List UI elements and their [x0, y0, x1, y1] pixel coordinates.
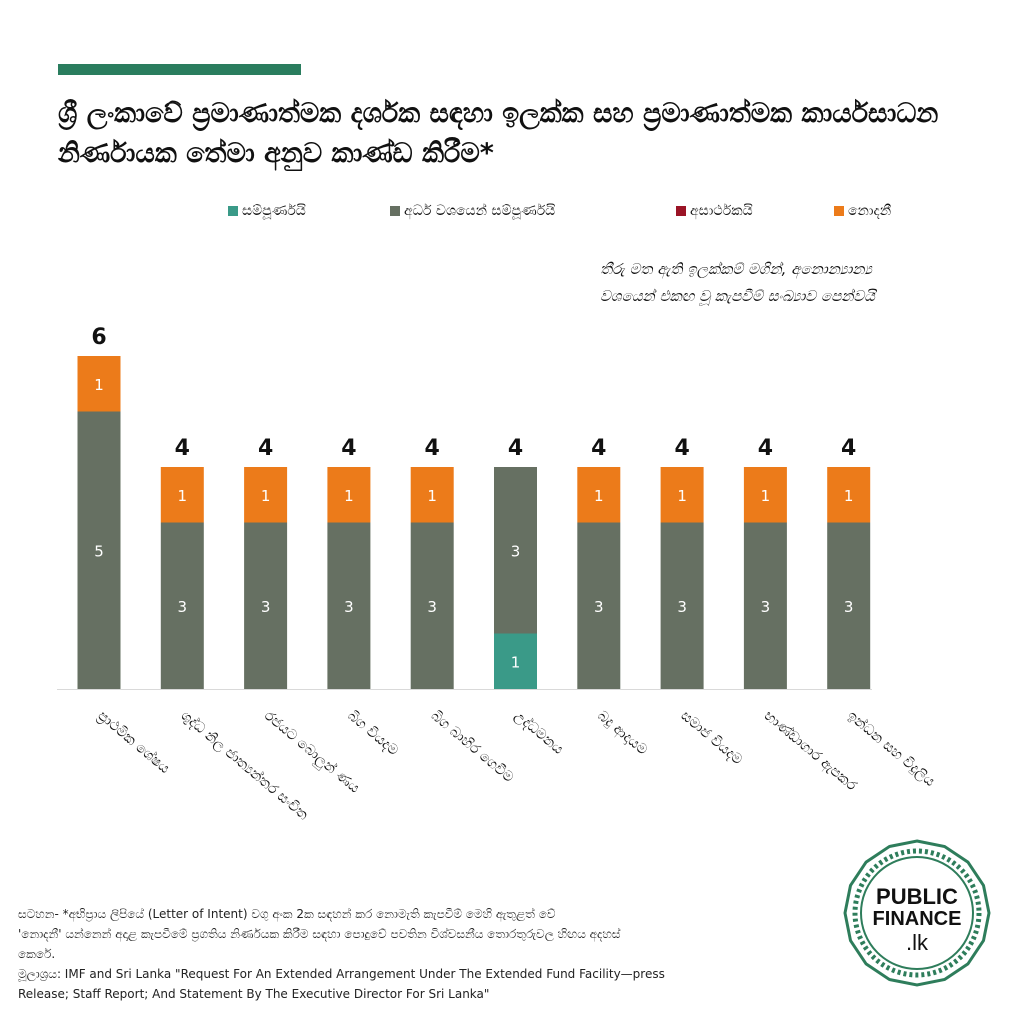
- legend-item-partial: අර්ධ වශයෙන් සම්පූර්ණයි: [390, 203, 555, 219]
- data-label-no_data-3: 1: [344, 487, 354, 505]
- bar-segment-partial-3: [327, 522, 371, 689]
- chart-note-line-2: වශයෙන් එකඟ වූ කැපවීම් සංඛ්‍යාව පෙන්වයි: [600, 287, 875, 305]
- total-label-4: 4: [425, 436, 440, 461]
- bar-segment-partial-5: [494, 467, 537, 634]
- data-label-partial-4: 3: [427, 598, 437, 616]
- data-label-no_data-4: 1: [427, 487, 437, 505]
- page-title: ශ්‍රී ලංකාවේ ප්‍රමාණාත්මක දර්ශක සඳහා ඉලක…: [58, 98, 939, 169]
- x-tick-label-4: බිග බාහිර ගෙවීම: [428, 708, 517, 786]
- data-label-no_data-2: 1: [261, 487, 271, 505]
- x-tick-label-7: සමාජ වියදම: [678, 708, 746, 769]
- x-tick-label-6: බදු ආදායම: [594, 708, 651, 760]
- footer-source-line-1: මූලාශ්‍රය: IMF and Sri Lanka "Request Fo…: [18, 967, 665, 981]
- legend-swatch-complete: [228, 206, 238, 216]
- legend-swatch-partial: [390, 206, 400, 216]
- data-label-no_data-7: 1: [677, 487, 687, 505]
- data-label-no_data-8: 1: [761, 487, 771, 505]
- bar-segment-partial-2: [244, 522, 288, 689]
- public-finance-logo: PUBLIC FINANCE .lk: [843, 839, 991, 987]
- data-label-partial-0: 5: [94, 542, 104, 560]
- data-label-partial-1: 3: [178, 598, 188, 616]
- footer: සටහන- *අභිප්‍රාය ලිපියේ (Letter of Inten…: [18, 904, 808, 1004]
- x-tick-label-8: භාණ්ඩාගාර ඇපකර: [760, 708, 860, 796]
- data-label-partial-2: 3: [261, 598, 271, 616]
- bar-segment-no_data-2: [244, 467, 288, 523]
- data-label-partial-6: 3: [594, 598, 604, 616]
- bar-segment-no_data-0: [77, 356, 121, 412]
- legend-item-no-data: නොදනී: [834, 203, 891, 219]
- x-tick-label-9: ඉන්ධන සහ විදුලිය: [844, 708, 938, 790]
- x-tick-label-0: ප්‍රාථමික ශේෂය: [94, 708, 173, 778]
- total-label-2: 4: [258, 436, 273, 461]
- legend-swatch-no-data: [834, 206, 844, 216]
- logo-outer-ring: [843, 839, 991, 987]
- data-label-partial-8: 3: [761, 598, 771, 616]
- data-label-partial-9: 3: [844, 598, 854, 616]
- data-label-partial-7: 3: [677, 598, 687, 616]
- total-label-9: 4: [841, 436, 856, 461]
- accent-bar: [58, 64, 301, 75]
- data-label-no_data-6: 1: [594, 487, 604, 505]
- legend-label-complete: සම්පූර්ණයි: [242, 203, 306, 219]
- legend-label-partial: අර්ධ වශයෙන් සම්පූර්ණයි: [404, 203, 556, 219]
- legend-item-unsatisfactory: අසාර්ථකයි: [676, 203, 753, 219]
- bar-segment-partial-9: [827, 522, 871, 689]
- bar-segment-partial-7: [660, 522, 704, 689]
- total-label-1: 4: [175, 436, 190, 461]
- data-label-no_data-1: 1: [178, 487, 188, 505]
- data-label-no_data-0: 1: [94, 376, 104, 394]
- total-label-8: 4: [758, 436, 773, 461]
- bar-segment-no_data-6: [577, 467, 621, 523]
- bar-segment-no_data-1: [160, 467, 204, 523]
- legend-item-complete: සම්පූර්ණයි: [228, 203, 306, 219]
- bar-segment-no_data-7: [660, 467, 704, 523]
- data-label-partial-5: 3: [511, 542, 521, 560]
- logo-text-finance: FINANCE: [873, 908, 962, 930]
- data-label-no_data-9: 1: [844, 487, 854, 505]
- total-label-7: 4: [674, 436, 689, 461]
- total-label-3: 4: [341, 436, 356, 461]
- footer-note-line-3: කෙරේ.: [18, 947, 56, 961]
- bar-segment-partial-4: [410, 522, 454, 689]
- bar-segment-no_data-9: [827, 467, 871, 523]
- legend-label-unsatisfactory: අසාර්ථකයි: [690, 203, 753, 219]
- data-label-partial-3: 3: [344, 598, 354, 616]
- total-label-6: 4: [591, 436, 606, 461]
- bar-segment-partial-6: [577, 522, 621, 689]
- chart-note-line-1: තීරු මත ඇති ඉලක්කම් මගින්, අනොන්‍යාන්‍ය: [600, 260, 872, 278]
- legend-swatch-unsatisfactory: [676, 206, 686, 216]
- logo-inner-ring: [860, 856, 974, 970]
- bar-segment-partial-1: [160, 522, 204, 689]
- chart-note: තීරු මත ඇති ඉලක්කම් මගින්, අනොන්‍යාන්‍ය …: [600, 256, 1010, 310]
- bar-segment-partial-0: [77, 411, 121, 689]
- bar-segment-partial-8: [743, 522, 787, 689]
- footer-source-line-2: Release; Staff Report; And Statement By …: [18, 987, 490, 1001]
- bar-segment-no_data-8: [743, 467, 787, 523]
- x-tick-label-3: බිග වියදම: [344, 708, 401, 759]
- total-label-5: 4: [508, 436, 523, 461]
- footer-note-line-1: සටහන- *අභිප්‍රාය ලිපියේ (Letter of Inten…: [18, 907, 556, 921]
- total-label-0: 6: [91, 325, 106, 350]
- logo-pattern-ring: [852, 848, 982, 978]
- logo-text-public: PUBLIC: [876, 884, 958, 909]
- bar-segment-complete-5: [494, 633, 537, 689]
- footer-note-line-2: 'නොදනී' යන්නෙන් අදාළ කැපවීමේ ප්‍රගතිය නි…: [18, 927, 621, 941]
- bar-segment-no_data-3: [327, 467, 371, 523]
- bar-segment-no_data-4: [410, 467, 454, 523]
- legend: සම්පූර්ණයි අර්ධ වශයෙන් සම්පූර්ණයි අසාර්ථ…: [228, 203, 988, 223]
- legend-label-no-data: නොදනී: [848, 203, 892, 219]
- x-tick-label-5: උද්ධමනය: [511, 708, 566, 758]
- data-label-complete-5: 1: [511, 653, 521, 671]
- logo-text-lk: .lk: [906, 930, 929, 955]
